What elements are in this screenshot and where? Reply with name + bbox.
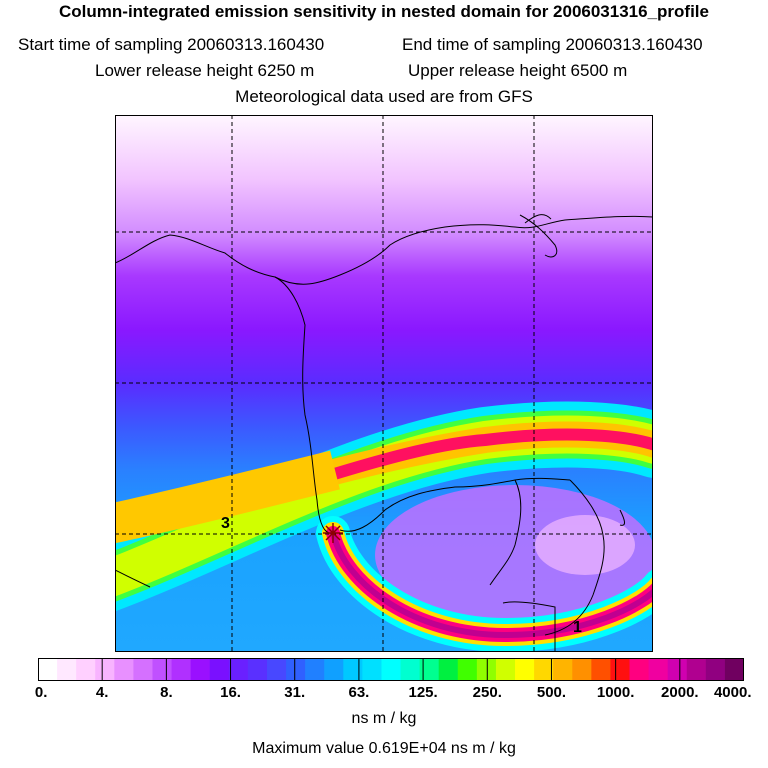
- colorbar-swatch: [457, 658, 478, 681]
- colorbar-swatch: [400, 658, 421, 681]
- colorbar-swatch: [686, 658, 707, 681]
- colorbar-swatch: [190, 658, 211, 681]
- colorbar-swatch: [648, 658, 669, 681]
- colorbar-tick-label: 16.: [220, 684, 241, 701]
- colorbar-swatch: [476, 658, 497, 681]
- colorbar-tick-label: 125.: [408, 684, 438, 701]
- colorbar-tick-label: 250.: [472, 684, 502, 701]
- sensitivity-map: 3 1: [115, 115, 653, 652]
- colorbar-tick-label: 0.: [34, 684, 48, 701]
- map-frame: [115, 115, 653, 652]
- colorbar-swatch: [553, 658, 573, 681]
- colorbar-tick-label: 4000.: [713, 684, 752, 701]
- colorbar-swatch: [419, 658, 440, 681]
- colorbar-swatch: [381, 658, 402, 681]
- lower-release-height-label: Lower release height 6250 m: [95, 61, 315, 80]
- colorbar-tick-label: 31.: [284, 684, 306, 701]
- colorbar-swatch: [266, 658, 287, 681]
- colorbar-swatch: [95, 658, 115, 681]
- colorbar-swatch: [38, 658, 58, 681]
- lat-lon-grid: [115, 115, 653, 652]
- colorbar-swatch: [305, 658, 325, 681]
- colorbar-swatch: [515, 658, 535, 681]
- colorbar-tick-label: 1000.: [596, 684, 635, 701]
- colorbar-swatch: [629, 658, 650, 681]
- colorbar-swatch: [724, 658, 744, 681]
- colorbar-swatch: [76, 658, 96, 681]
- start-time-label: Start time of sampling 20060313.160430: [18, 35, 325, 54]
- colorbar-swatch: [705, 658, 726, 681]
- colorbar-tick-label: 4.: [95, 684, 109, 701]
- colorbar-swatch: [495, 658, 516, 681]
- colorbar-swatch: [171, 658, 192, 681]
- time-marker-1: 1: [573, 619, 582, 636]
- colorbar-swatch: [362, 658, 383, 681]
- plot-title: Column-integrated emission sensitivity i…: [59, 2, 709, 21]
- colorbar-tick-label: 500.: [536, 684, 567, 701]
- colorbar-swatch: [247, 658, 268, 681]
- colorbar-swatch: [324, 658, 344, 681]
- colorbar-swatch: [534, 658, 554, 681]
- colorbar-tick-label: 8.: [160, 684, 173, 701]
- plume-band-west: [115, 450, 340, 544]
- plume-band-loop: [316, 516, 653, 652]
- colorbar-swatch: [286, 658, 306, 681]
- colorbar-swatch: [228, 658, 249, 681]
- loop-interior-light-field: [535, 515, 635, 575]
- upper-release-height-label: Upper release height 6500 m: [408, 61, 628, 80]
- colorbar-frame: [38, 658, 744, 681]
- colorbar-swatch: [591, 658, 612, 681]
- colorbar-swatch: [57, 658, 77, 681]
- met-data-label: Meteorological data used are from GFS: [235, 87, 533, 106]
- colorbar-swatch: [133, 658, 154, 681]
- colorbar-swatch: [572, 658, 592, 681]
- end-time-label: End time of sampling 20060313.160430: [402, 35, 703, 54]
- colorbar-swatch: [667, 658, 688, 681]
- colorbar-swatch: [343, 658, 363, 681]
- maximum-value-label: Maximum value 0.619E+04 ns m / kg: [252, 740, 516, 757]
- colorbar-tick-label: 2000.: [661, 684, 699, 701]
- colorbar-swatch: [610, 658, 631, 681]
- colorbar: [38, 658, 744, 681]
- colorbar-swatch: [152, 658, 173, 681]
- colorbar-tick-label: 63.: [348, 684, 370, 701]
- coastlines: [115, 214, 653, 652]
- time-marker-3: 3: [221, 515, 230, 532]
- colorbar-swatch: [114, 658, 134, 681]
- colorbar-unit-label: ns m / kg: [351, 710, 417, 727]
- release-site-star-icon: [323, 523, 343, 543]
- colorbar-swatch: [209, 658, 230, 681]
- colorbar-swatch: [438, 658, 459, 681]
